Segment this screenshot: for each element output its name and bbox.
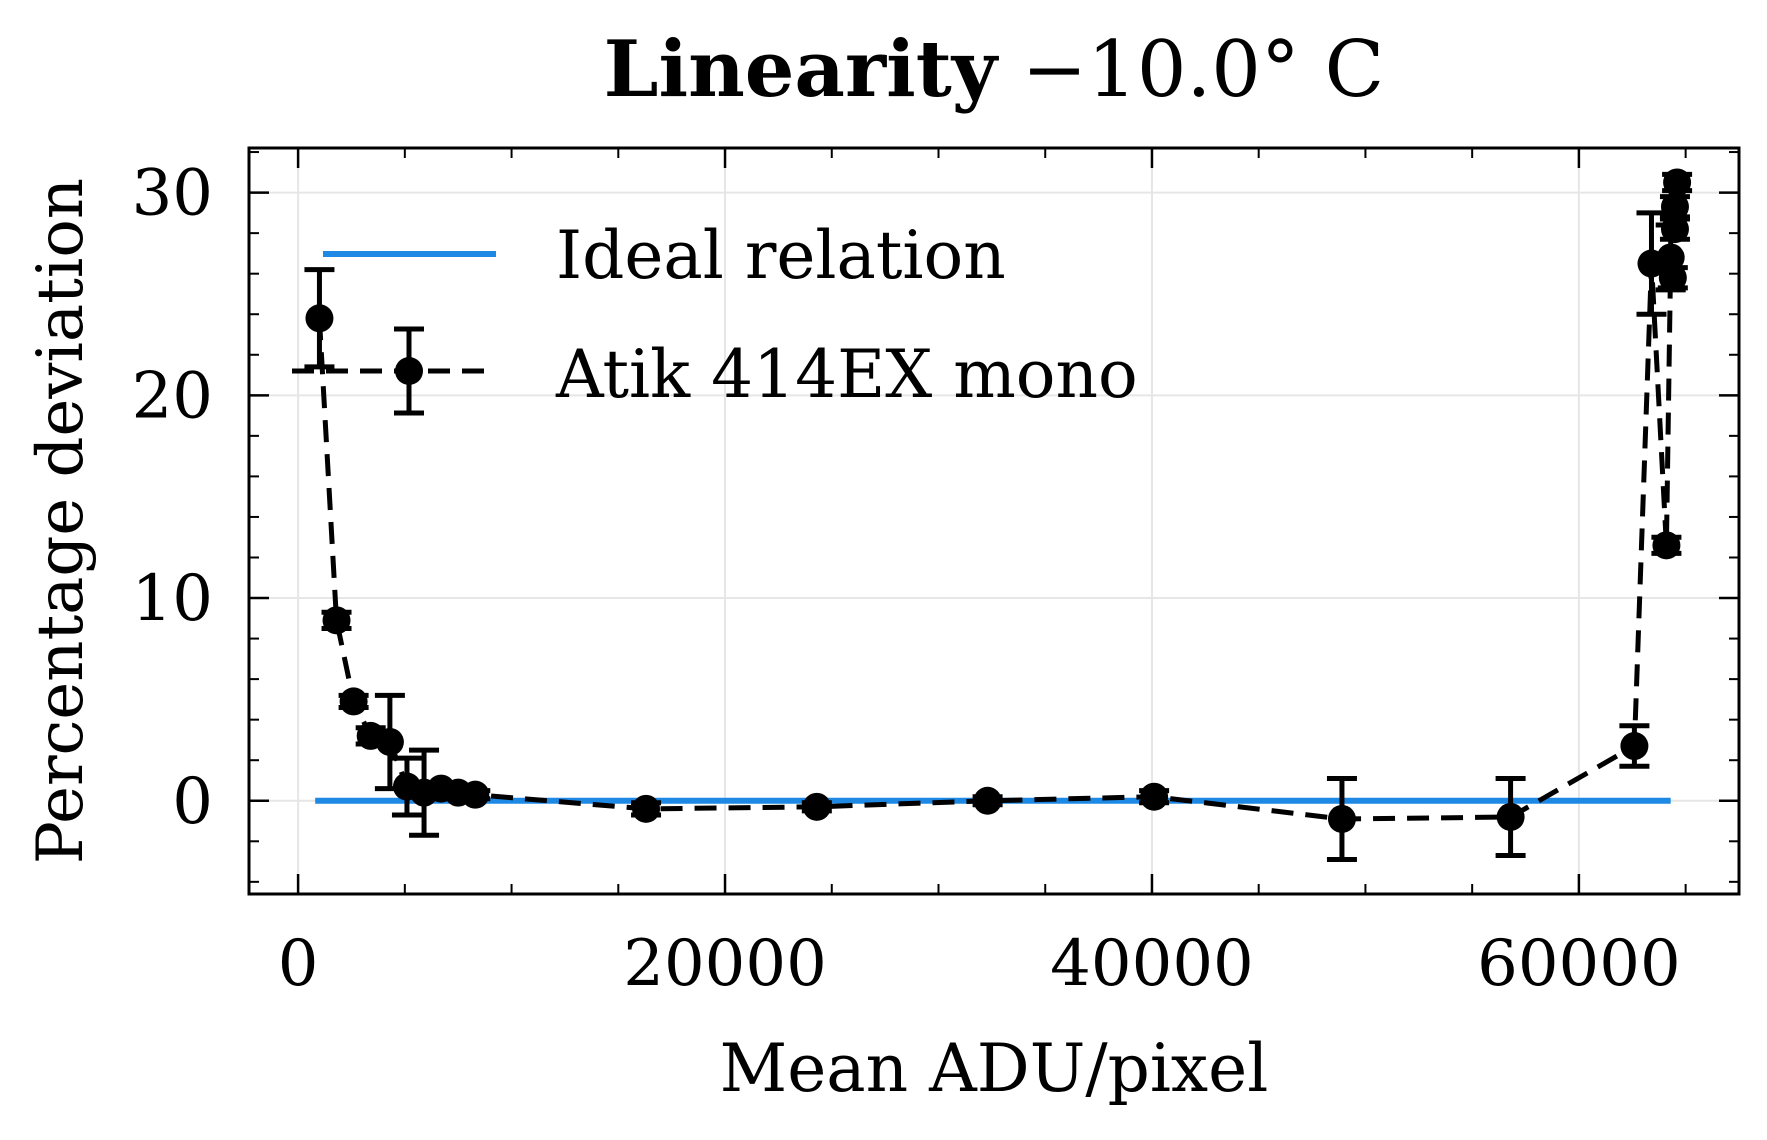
plot-frame [247,146,1741,896]
tick-labels: 0 20000 40000 60000 0 10 20 30 [132,157,1681,1001]
x-axis-label: Mean ADU/pixel [720,1030,1269,1107]
x-tick-label: 60000 [1477,927,1681,1001]
data-point [339,687,368,716]
y-tick-label: 0 [172,765,213,839]
data-point [305,304,334,333]
data-point [1658,263,1687,292]
data-point [1660,215,1689,244]
legend-ideal-label: Ideal relation [556,217,1006,294]
legend-data-label: Atik 414EX mono [555,336,1138,413]
data-point [322,606,351,635]
data-point [1496,802,1525,831]
legend: Ideal relation Atik 414EX mono [292,217,1138,416]
data-series [304,168,1693,863]
y-tick-label: 30 [132,157,213,231]
data-point [375,727,404,756]
data-point [802,792,831,821]
data-point [973,786,1002,815]
data-point [1652,531,1681,560]
data-point [1140,782,1169,811]
axis-ticks [249,148,1739,894]
data-point [1327,804,1356,833]
data-point [1620,732,1649,761]
data-point [1660,192,1689,221]
y-tick-label: 10 [132,562,213,636]
chart-title-bold: Linearity [604,24,1000,115]
x-tick-label: 20000 [623,927,827,1001]
legend-data-swatch [292,326,490,416]
data-point [461,780,490,809]
x-tick-label: 40000 [1050,927,1254,1001]
y-tick-label: 20 [132,359,213,433]
data-point [632,794,661,823]
data-point [1663,168,1692,197]
data-point [1656,243,1685,272]
x-tick-label: 0 [278,927,319,1001]
y-axis-label: Percentage deviation [24,178,98,864]
chart-title-rest: −10.0° C [997,25,1384,115]
chart-title: Linearity −10.0° C [604,24,1385,115]
